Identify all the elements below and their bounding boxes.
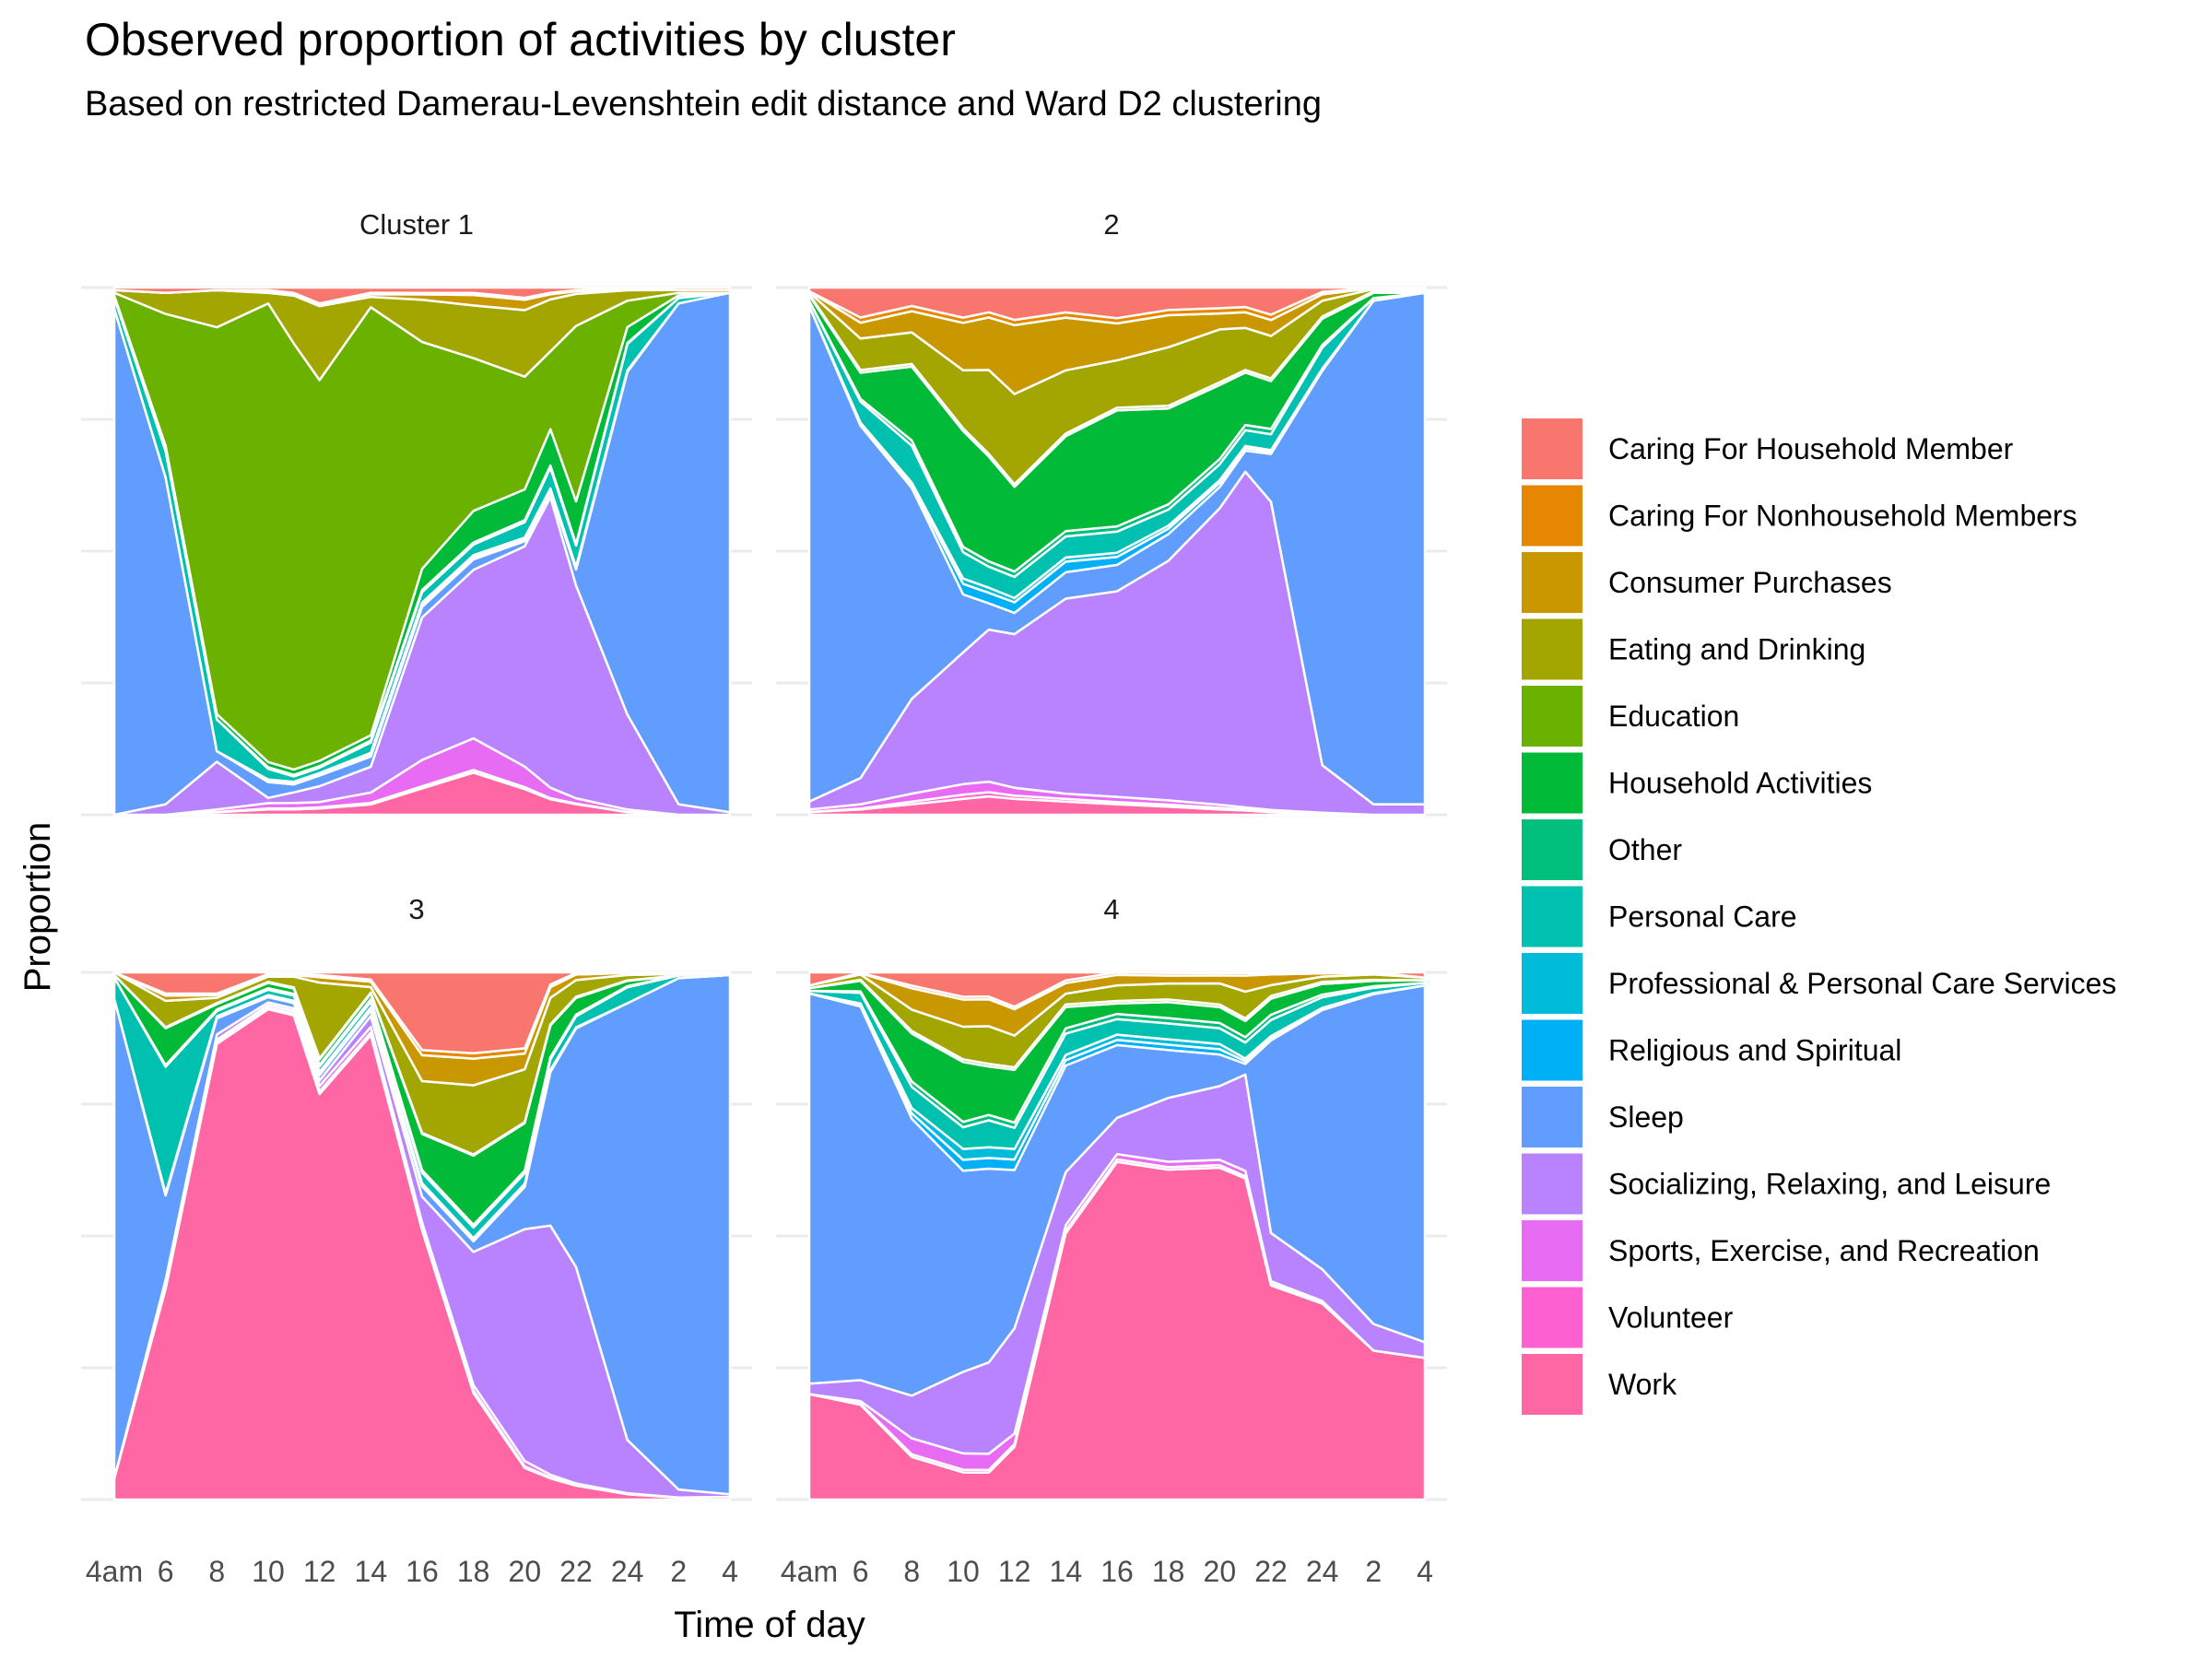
legend-key [1522, 686, 1583, 747]
y-axis-title: Proportion [18, 822, 58, 993]
legend-key [1522, 819, 1583, 880]
legend-item-personal-care: Personal Care [1522, 886, 1797, 947]
legend-key [1522, 953, 1583, 1014]
facet-label: 4 [1103, 893, 1119, 925]
chart-title: Observed proportion of activities by clu… [85, 14, 956, 65]
x-tick-label: 16 [406, 1555, 439, 1588]
facet-label: 3 [408, 893, 424, 925]
panel-2 [807, 286, 1427, 817]
panel-3 [112, 971, 732, 1501]
legend-label: Household Activities [1608, 767, 1872, 800]
legend-label: Sleep [1608, 1100, 1684, 1134]
x-tick-label: 24 [611, 1555, 644, 1588]
x-tick-label: 14 [1050, 1555, 1083, 1588]
chart-subtitle: Based on restricted Damerau-Levenshtein … [85, 85, 1322, 124]
legend-item-professional-and-personal-care-services: Professional & Personal Care Services [1522, 953, 2116, 1014]
legend-key [1522, 418, 1583, 479]
legend-item-sleep: Sleep [1522, 1087, 1684, 1147]
x-tick-label: 2 [670, 1555, 687, 1588]
x-tick-label: 10 [947, 1555, 980, 1588]
x-tick-label: 18 [1152, 1555, 1185, 1588]
x-tick-label: 20 [1204, 1555, 1237, 1588]
x-tick-label: 8 [208, 1555, 225, 1588]
x-tick-label: 4am [86, 1555, 143, 1588]
legend-key [1522, 485, 1583, 547]
legend-label: Work [1608, 1368, 1677, 1401]
legend-key [1522, 1153, 1583, 1215]
legend-item-education: Education [1522, 686, 1739, 747]
x-tick-label: 24 [1306, 1555, 1339, 1588]
legend-item-religious-and-spiritual: Religious and Spiritual [1522, 1019, 1901, 1081]
x-tick-label: 10 [252, 1555, 285, 1588]
legend-item-other: Other [1522, 819, 1682, 880]
x-tick-labels: 4am 6 8 10 12 14 16 18 20 22 24 2 4 4am 6 8 10 12 14 16 18 20… [86, 1555, 1433, 1588]
x-tick-label: 14 [355, 1555, 388, 1588]
x-tick-label: 6 [158, 1555, 174, 1588]
facet-label: Cluster 1 [359, 208, 474, 241]
legend-item-socializing-relaxing-and-leisure: Socializing, Relaxing, and Leisure [1522, 1153, 2051, 1215]
x-tick-label: 12 [303, 1555, 336, 1588]
x-tick-label: 4am [781, 1555, 838, 1588]
legend-item-sports-exercise-and-recreation: Sports, Exercise, and Recreation [1522, 1220, 2040, 1281]
legend-label: Caring For Household Member [1608, 432, 2014, 465]
legend-key [1522, 1019, 1583, 1081]
x-tick-label: 22 [1254, 1555, 1288, 1588]
legend-label: Personal Care [1608, 900, 1797, 934]
facet-strip-labels: Cluster 1 2 3 4 [359, 208, 1120, 925]
x-tick-label: 20 [509, 1555, 542, 1588]
x-tick-label: 8 [903, 1555, 920, 1588]
panels [112, 286, 1427, 1501]
legend-key [1522, 1354, 1583, 1415]
legend-label: Sports, Exercise, and Recreation [1608, 1234, 2040, 1267]
legend-label: Religious and Spiritual [1608, 1034, 1901, 1067]
x-tick-label: 16 [1100, 1555, 1134, 1588]
legend-key [1522, 618, 1583, 680]
x-axis-title: Time of day [674, 1605, 865, 1645]
x-tick-label: 2 [1365, 1555, 1382, 1588]
area-caring-for-household-member [807, 286, 1427, 322]
panel-4 [807, 971, 1427, 1501]
legend-item-caring-for-household-member: Caring For Household Member [1522, 418, 2014, 479]
area-caring-for-household-member [112, 286, 732, 305]
x-tick-label: 4 [1417, 1555, 1433, 1588]
legend-label: Socializing, Relaxing, and Leisure [1608, 1168, 2051, 1201]
legend: Caring For Household Member Caring For No… [1522, 418, 2116, 1415]
x-tick-label: 22 [559, 1555, 593, 1588]
legend-label: Professional & Personal Care Services [1608, 967, 2116, 1000]
legend-item-eating-and-drinking: Eating and Drinking [1522, 618, 1865, 680]
legend-key [1522, 752, 1583, 814]
legend-key [1522, 1087, 1583, 1147]
legend-label: Other [1608, 833, 1682, 866]
legend-key [1522, 552, 1583, 613]
x-tick-label: 12 [998, 1555, 1031, 1588]
legend-key [1522, 1287, 1583, 1348]
x-tick-label: 18 [457, 1555, 490, 1588]
legend-item-consumer-purchases: Consumer Purchases [1522, 552, 1892, 613]
legend-label: Caring For Nonhousehold Members [1608, 500, 2077, 533]
legend-label: Volunteer [1608, 1301, 1734, 1335]
legend-key [1522, 1220, 1583, 1281]
panel-1 [112, 286, 732, 817]
legend-label: Eating and Drinking [1608, 633, 1865, 666]
area-caring-for-household-member [807, 971, 1427, 1008]
area-caring-for-household-member [112, 971, 732, 1055]
legend-key [1522, 886, 1583, 947]
x-tick-label: 6 [853, 1555, 869, 1588]
x-tick-label: 4 [722, 1555, 738, 1588]
legend-item-work: Work [1522, 1354, 1677, 1415]
legend-item-household-activities: Household Activities [1522, 752, 1872, 814]
facet-label: 2 [1103, 208, 1119, 241]
legend-item-caring-for-nonhousehold-members: Caring For Nonhousehold Members [1522, 485, 2077, 547]
legend-item-volunteer: Volunteer [1522, 1287, 1734, 1348]
legend-label: Education [1608, 700, 1739, 733]
legend-label: Consumer Purchases [1608, 566, 1892, 599]
